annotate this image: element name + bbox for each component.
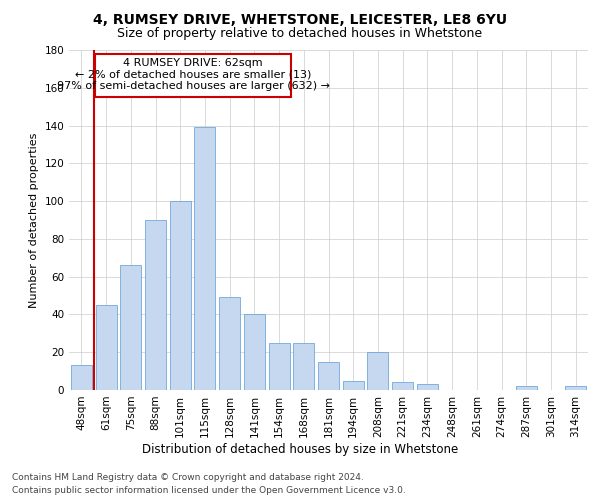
- FancyBboxPatch shape: [95, 54, 292, 97]
- Bar: [417, 384, 438, 390]
- Bar: [145, 220, 166, 390]
- Text: 97% of semi-detached houses are larger (632) →: 97% of semi-detached houses are larger (…: [56, 81, 329, 91]
- Bar: [343, 380, 364, 390]
- Bar: [392, 382, 413, 390]
- Bar: [269, 343, 290, 390]
- Text: 4 RUMSEY DRIVE: 62sqm: 4 RUMSEY DRIVE: 62sqm: [124, 58, 263, 68]
- Text: ← 2% of detached houses are smaller (13): ← 2% of detached houses are smaller (13): [75, 70, 311, 80]
- Bar: [120, 266, 141, 390]
- Bar: [95, 305, 116, 390]
- Text: Distribution of detached houses by size in Whetstone: Distribution of detached houses by size …: [142, 442, 458, 456]
- Bar: [170, 201, 191, 390]
- Y-axis label: Number of detached properties: Number of detached properties: [29, 132, 39, 308]
- Bar: [516, 386, 537, 390]
- Bar: [194, 128, 215, 390]
- Text: 4, RUMSEY DRIVE, WHETSTONE, LEICESTER, LE8 6YU: 4, RUMSEY DRIVE, WHETSTONE, LEICESTER, L…: [93, 12, 507, 26]
- Bar: [244, 314, 265, 390]
- Text: Contains public sector information licensed under the Open Government Licence v3: Contains public sector information licen…: [12, 486, 406, 495]
- Bar: [71, 366, 92, 390]
- Bar: [565, 386, 586, 390]
- Bar: [367, 352, 388, 390]
- Bar: [318, 362, 339, 390]
- Bar: [219, 298, 240, 390]
- Text: Contains HM Land Registry data © Crown copyright and database right 2024.: Contains HM Land Registry data © Crown c…: [12, 472, 364, 482]
- Bar: [293, 343, 314, 390]
- Text: Size of property relative to detached houses in Whetstone: Size of property relative to detached ho…: [118, 28, 482, 40]
